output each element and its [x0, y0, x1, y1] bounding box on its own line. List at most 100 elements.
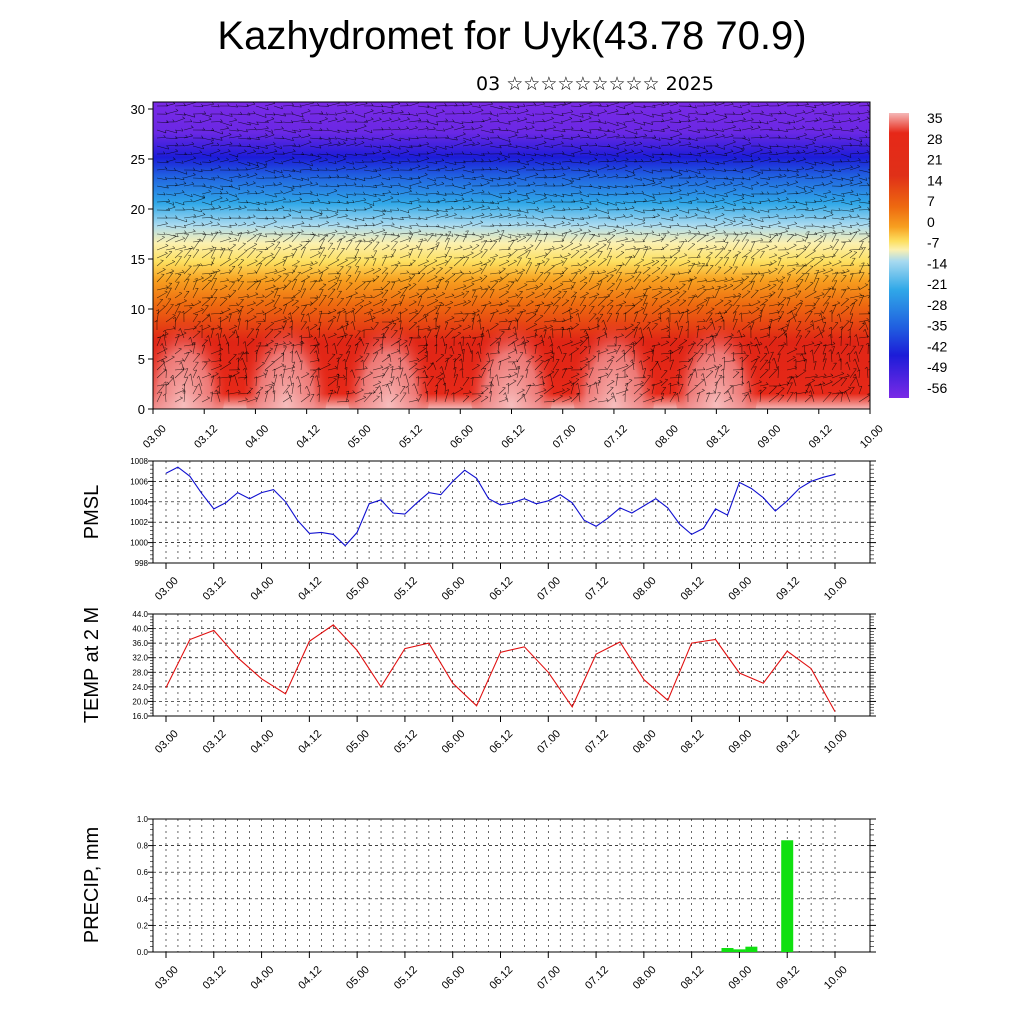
wind-barb-flag	[397, 191, 400, 195]
wind-barb-flag	[551, 144, 554, 148]
wind-barb-flag	[183, 181, 187, 184]
wind-barb	[390, 292, 401, 299]
wind-barb-flag	[570, 181, 573, 184]
wind-barb-flag	[579, 185, 581, 189]
wind-barb	[453, 257, 464, 267]
wind-barb	[642, 160, 652, 163]
wind-barb-flag	[301, 114, 304, 118]
wind-barb	[786, 121, 796, 124]
wind-barb-flag	[344, 182, 347, 186]
wind-barb	[345, 295, 353, 307]
wind-barb	[489, 105, 503, 110]
wind-barb	[372, 145, 382, 149]
wind-barb-flag	[299, 169, 302, 173]
wind-barb	[201, 142, 214, 147]
wind-barb-flag	[585, 291, 589, 294]
wind-barb	[723, 126, 736, 131]
wind-barb	[705, 177, 715, 180]
wind-barb	[813, 119, 822, 123]
wind-barb	[822, 302, 829, 315]
wind-barb	[498, 261, 510, 267]
wind-barb	[318, 222, 329, 227]
wind-barb-flag	[283, 304, 287, 306]
wind-barb-flag	[756, 307, 760, 309]
wind-barb-flag	[569, 116, 573, 119]
wind-barb-flag	[626, 157, 629, 161]
wind-barb-flag	[614, 217, 617, 221]
wind-barb	[156, 245, 169, 251]
wind-barb-flag	[261, 189, 265, 193]
wind-barb	[669, 274, 676, 283]
wind-barb-flag	[772, 291, 776, 293]
wind-barb-flag	[560, 166, 564, 169]
wind-barb-flag	[278, 275, 282, 277]
wind-barb	[624, 151, 634, 155]
wind-barb	[228, 304, 239, 307]
wind-barb	[273, 145, 282, 149]
wind-barb-flag	[830, 212, 834, 215]
wind-barb-flag	[705, 149, 709, 152]
wind-barb	[768, 292, 776, 299]
wind-barb-flag	[640, 149, 644, 152]
wind-barb	[561, 182, 573, 187]
wind-barb-flag	[273, 182, 276, 185]
wind-barb-flag	[610, 299, 614, 302]
wind-barb-flag	[732, 140, 736, 143]
wind-barb	[273, 183, 282, 187]
wind-barb-flag	[489, 166, 492, 170]
wind-barb	[390, 145, 401, 150]
wind-barb	[453, 166, 466, 171]
wind-barb-flag	[517, 105, 520, 109]
wind-barb	[156, 287, 169, 291]
wind-barb-flag	[715, 217, 718, 221]
wind-barb	[363, 232, 374, 235]
wind-barb	[300, 102, 314, 107]
wind-barb	[192, 214, 206, 219]
wind-barb	[183, 291, 190, 299]
wind-barb-flag	[748, 137, 750, 141]
wind-barb	[489, 237, 502, 243]
wind-barb	[651, 158, 663, 163]
wind-barb-flag	[259, 250, 263, 252]
wind-barb	[687, 296, 698, 299]
wind-barb-flag	[434, 178, 436, 182]
wind-barb-flag	[876, 339, 879, 340]
wind-barb	[741, 166, 754, 171]
wind-barb	[363, 185, 377, 188]
wind-barb-flag	[509, 235, 512, 239]
wind-barb	[543, 233, 548, 243]
wind-barb	[534, 217, 544, 222]
wind-barb-flag	[434, 181, 437, 185]
wind-barb-flag	[793, 306, 797, 309]
wind-barb	[174, 250, 183, 259]
wind-barb	[444, 200, 458, 203]
wind-barb	[561, 168, 570, 171]
wind-barb	[723, 285, 734, 291]
wind-barb-flag	[451, 191, 454, 195]
wind-barb	[498, 177, 512, 180]
wind-barb	[174, 271, 185, 275]
wind-barb-flag	[687, 210, 690, 214]
wind-barb	[723, 135, 734, 139]
wind-barb	[399, 216, 411, 219]
wind-barb-flag	[372, 202, 375, 206]
wind-barb-flag	[606, 164, 610, 167]
wind-barb	[444, 177, 453, 181]
wind-barb-flag	[209, 159, 212, 163]
wind-barb	[561, 177, 574, 182]
wind-barb-flag	[667, 125, 670, 128]
wind-barb	[372, 151, 382, 155]
wind-barb-flag	[509, 142, 512, 145]
wind-barb-flag	[254, 270, 257, 273]
wind-barb	[201, 233, 213, 236]
wind-barb	[732, 254, 739, 267]
wind-barb-flag	[193, 214, 197, 217]
wind-barb	[822, 182, 833, 187]
wind-barb	[264, 134, 275, 139]
wind-barb	[687, 278, 693, 291]
wind-barb	[570, 225, 580, 227]
wind-barb	[849, 193, 859, 197]
wind-barb-flag	[426, 164, 429, 168]
wind-barb	[381, 197, 394, 203]
wind-barb-flag	[316, 295, 319, 298]
